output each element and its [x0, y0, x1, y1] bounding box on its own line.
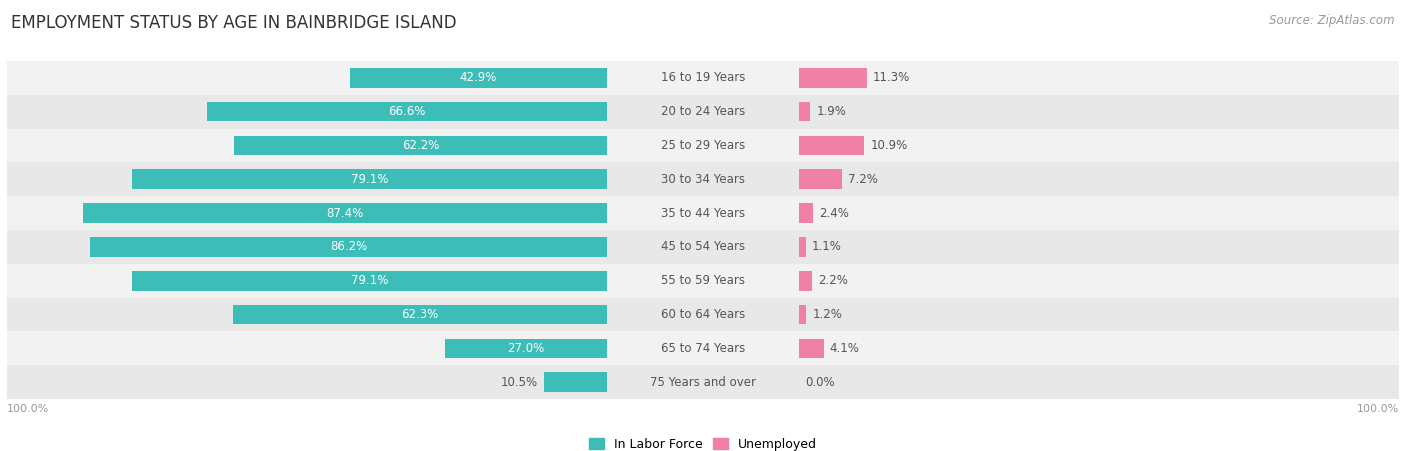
Text: 27.0%: 27.0% [508, 342, 544, 355]
Text: 66.6%: 66.6% [388, 105, 426, 118]
Bar [7, 264, 1399, 298]
Bar [799, 305, 806, 324]
Bar [350, 68, 607, 87]
Text: 79.1%: 79.1% [352, 173, 388, 186]
Text: 2.2%: 2.2% [818, 274, 848, 287]
Bar [799, 203, 814, 223]
Text: 20 to 24 Years: 20 to 24 Years [661, 105, 745, 118]
Bar [233, 136, 607, 155]
Text: 25 to 29 Years: 25 to 29 Years [661, 139, 745, 152]
Text: 100.0%: 100.0% [1357, 404, 1399, 414]
Text: 10.5%: 10.5% [501, 376, 538, 389]
Text: 11.3%: 11.3% [873, 71, 910, 84]
Bar [233, 305, 607, 324]
Legend: In Labor Force, Unemployed: In Labor Force, Unemployed [583, 433, 823, 451]
Bar [132, 170, 607, 189]
Bar [446, 339, 607, 358]
Bar [544, 373, 607, 392]
Bar [7, 365, 1399, 399]
Bar [7, 331, 1399, 365]
Bar [799, 339, 824, 358]
Bar [208, 102, 607, 121]
Text: 65 to 74 Years: 65 to 74 Years [661, 342, 745, 355]
Bar [7, 196, 1399, 230]
Text: 0.0%: 0.0% [806, 376, 835, 389]
Text: 75 Years and over: 75 Years and over [650, 376, 756, 389]
Bar [7, 298, 1399, 331]
Text: 35 to 44 Years: 35 to 44 Years [661, 207, 745, 220]
Bar [799, 102, 810, 121]
Bar [90, 237, 607, 257]
Text: 30 to 34 Years: 30 to 34 Years [661, 173, 745, 186]
Text: 87.4%: 87.4% [326, 207, 363, 220]
Text: 42.9%: 42.9% [460, 71, 496, 84]
Bar [7, 95, 1399, 129]
Text: 60 to 64 Years: 60 to 64 Years [661, 308, 745, 321]
Text: 86.2%: 86.2% [330, 240, 367, 253]
Bar [799, 136, 865, 155]
Bar [7, 61, 1399, 95]
Text: 1.1%: 1.1% [811, 240, 841, 253]
Text: 55 to 59 Years: 55 to 59 Years [661, 274, 745, 287]
Bar [7, 129, 1399, 162]
Text: 7.2%: 7.2% [848, 173, 879, 186]
Bar [7, 230, 1399, 264]
Text: Source: ZipAtlas.com: Source: ZipAtlas.com [1270, 14, 1395, 27]
Text: 4.1%: 4.1% [830, 342, 859, 355]
Bar [799, 68, 866, 87]
Bar [799, 170, 842, 189]
Bar [7, 162, 1399, 196]
Text: EMPLOYMENT STATUS BY AGE IN BAINBRIDGE ISLAND: EMPLOYMENT STATUS BY AGE IN BAINBRIDGE I… [11, 14, 457, 32]
Text: 79.1%: 79.1% [352, 274, 388, 287]
Text: 10.9%: 10.9% [870, 139, 908, 152]
Bar [799, 237, 806, 257]
Text: 2.4%: 2.4% [820, 207, 849, 220]
Text: 1.2%: 1.2% [813, 308, 842, 321]
Text: 62.3%: 62.3% [402, 308, 439, 321]
Bar [132, 271, 607, 290]
Text: 45 to 54 Years: 45 to 54 Years [661, 240, 745, 253]
Bar [799, 271, 813, 290]
Bar [83, 203, 607, 223]
Text: 100.0%: 100.0% [7, 404, 49, 414]
Text: 62.2%: 62.2% [402, 139, 439, 152]
Text: 16 to 19 Years: 16 to 19 Years [661, 71, 745, 84]
Text: 1.9%: 1.9% [817, 105, 846, 118]
